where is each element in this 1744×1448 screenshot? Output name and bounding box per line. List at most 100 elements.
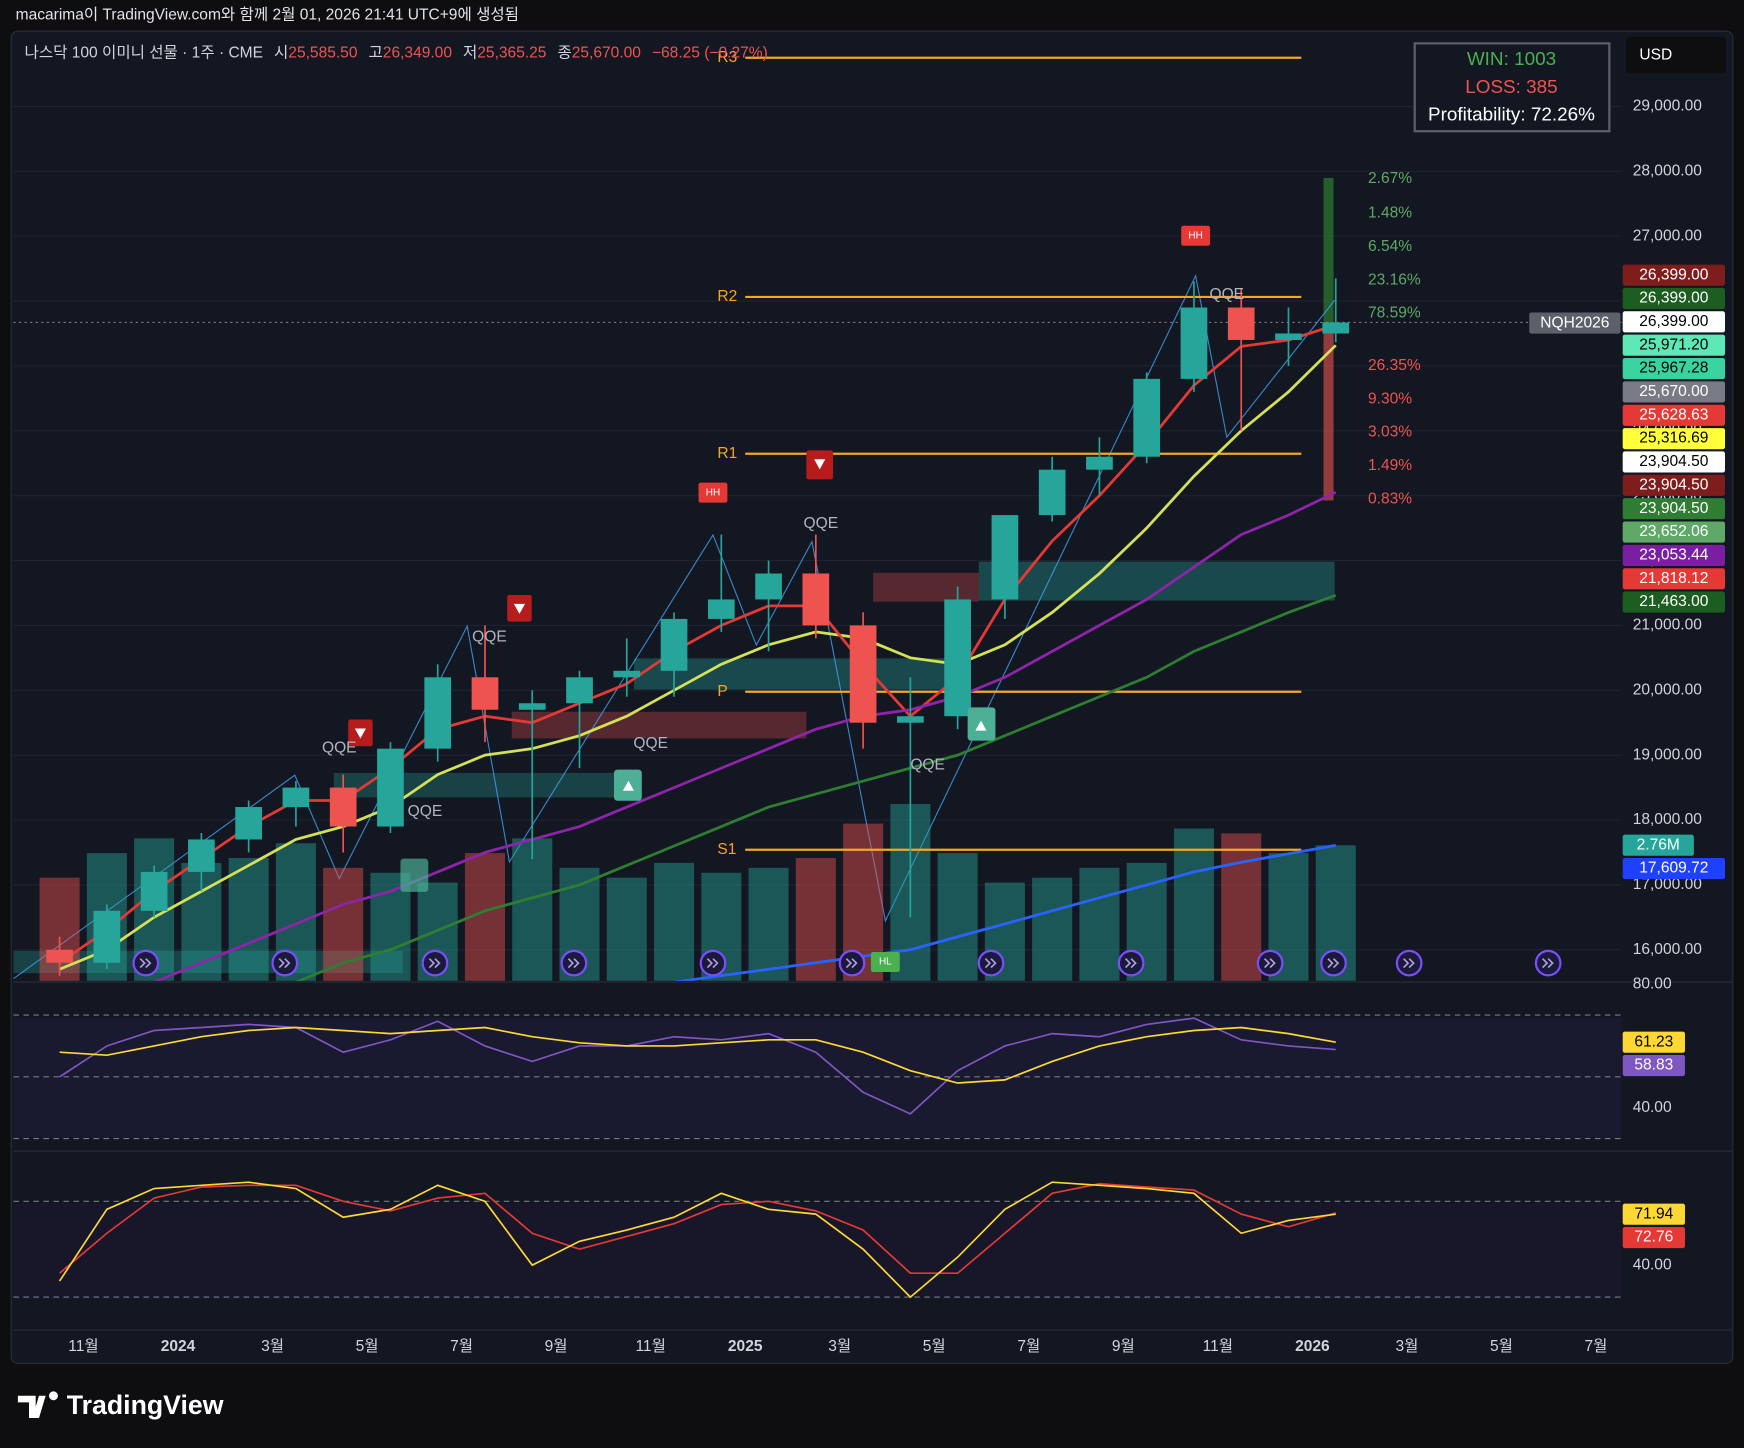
candle-body — [707, 599, 735, 619]
currency[interactable]: USD — [1639, 47, 1672, 64]
event-icon-glyph — [1327, 958, 1340, 969]
price-tag — [1622, 834, 1694, 856]
annotation-box — [870, 951, 900, 973]
pivot-label: R3 — [717, 49, 737, 66]
candle-body — [235, 807, 262, 840]
volume-bar — [748, 867, 789, 981]
percent-label: 78.59% — [1368, 305, 1421, 322]
candle-body — [944, 599, 971, 717]
volume-bar — [1173, 828, 1214, 981]
candle-body — [566, 677, 593, 704]
percent-label: 1.49% — [1368, 457, 1412, 474]
series-line — [59, 1017, 1336, 1115]
annotation: HH — [1188, 230, 1202, 241]
annotation: QQE — [1209, 286, 1244, 303]
y-tick-label: 18,000.00 — [1633, 811, 1703, 828]
price-tag — [1622, 568, 1726, 590]
volume-bar — [1221, 833, 1262, 981]
candle-body — [1322, 322, 1350, 334]
x-tick-label: 2026 — [1295, 1338, 1330, 1355]
overlay — [132, 450, 1562, 977]
price-tag — [1622, 334, 1726, 356]
ohlc-key: 고 — [368, 44, 382, 61]
pivot-label: P — [717, 683, 727, 700]
price-tag-text: 25,316.69 — [1639, 430, 1708, 447]
price-tag — [1622, 858, 1726, 880]
symbol: 나스닥 100 이미니 선물 · 1주 · CME — [25, 43, 263, 61]
candle-body — [802, 573, 830, 626]
stats-win: WIN: 1003 — [1467, 49, 1556, 70]
candle-body — [282, 787, 310, 808]
volume-bar — [606, 877, 647, 981]
ohlc-value: 25,365.25 — [477, 44, 546, 61]
price-tag — [1622, 474, 1726, 496]
event-icon-glyph — [984, 958, 997, 969]
down-arrow — [354, 728, 366, 739]
candle-body — [1227, 307, 1255, 340]
y-tick-label: 40.00 — [1633, 1256, 1672, 1273]
y-tick-label: 40.00 — [1633, 1099, 1672, 1116]
event-icon-glyph — [428, 958, 441, 969]
ohlc-value: 25,670.00 — [572, 44, 642, 61]
price-tag-text: 23,904.50 — [1639, 500, 1709, 517]
zone — [873, 572, 979, 602]
symbol-tag-text: NQH2026 — [1540, 315, 1609, 332]
value-tag-text: 58.83 — [1634, 1057, 1673, 1074]
value-tag — [1622, 1054, 1685, 1077]
price-tag-text: 23,904.50 — [1639, 476, 1709, 493]
x-tick-label: 7월 — [450, 1337, 473, 1355]
price-tag-text: 25,628.63 — [1639, 406, 1708, 423]
candle-body — [93, 910, 121, 963]
x-tick-label: 7월 — [1585, 1337, 1608, 1355]
volume-bar — [937, 853, 978, 981]
percent-label: 2.67% — [1368, 170, 1412, 187]
ohlc-key: 종 — [557, 44, 571, 61]
percent-label: 26.35% — [1368, 357, 1421, 374]
candle-body — [46, 949, 73, 963]
stats-loss: LOSS: 385 — [1465, 77, 1557, 98]
y-tick-label: 16,000.00 — [1633, 941, 1703, 958]
candle-body — [471, 677, 499, 710]
currency-button[interactable] — [1626, 36, 1727, 74]
volume-bar — [1079, 867, 1120, 981]
annotation: QQE — [633, 735, 668, 752]
annotation: HH — [706, 487, 720, 498]
ohlc-key: 저 — [463, 43, 477, 61]
percent-label: 23.16% — [1368, 271, 1421, 288]
y-tick-label: 27,000.00 — [1633, 227, 1703, 244]
price-tag — [1622, 544, 1726, 566]
value-tag — [1622, 1203, 1685, 1225]
price-tag-text: 21,818.12 — [1639, 570, 1708, 587]
buy-marker — [400, 858, 429, 892]
logo-text: TradingView — [67, 1390, 224, 1420]
price-tag — [1622, 358, 1726, 380]
annotation: QQE — [322, 740, 357, 757]
x-tick-label: 9월 — [545, 1337, 568, 1355]
candle-body — [755, 573, 782, 600]
stats-box — [1413, 42, 1611, 133]
stoch-band — [13, 1203, 1622, 1299]
x-tick-label: 2024 — [161, 1338, 196, 1355]
candle-body — [140, 871, 168, 911]
down-arrow — [513, 603, 526, 614]
event-icon-glyph — [278, 958, 291, 969]
candle-body — [991, 515, 1019, 600]
price-tag — [1622, 264, 1726, 286]
candle-body — [329, 787, 357, 827]
price-tag-text: 25,967.28 — [1639, 360, 1708, 377]
price-tag — [1622, 381, 1726, 403]
candle-body — [613, 670, 641, 678]
price-tag-text: 2.76M — [1637, 836, 1680, 853]
price-tag — [1622, 287, 1726, 310]
symbol-tag — [1529, 312, 1621, 334]
volume-bar — [1032, 877, 1073, 981]
event-icon-glyph — [845, 958, 858, 969]
annotation-box — [1181, 225, 1211, 246]
candle-body — [518, 703, 546, 710]
value-tag-text: 71.94 — [1634, 1205, 1673, 1222]
event-icon-glyph — [567, 958, 580, 969]
series-line — [58, 323, 1337, 964]
ohlc-key: 시 — [274, 44, 288, 61]
grid — [13, 105, 1622, 951]
candle-body — [897, 716, 924, 723]
